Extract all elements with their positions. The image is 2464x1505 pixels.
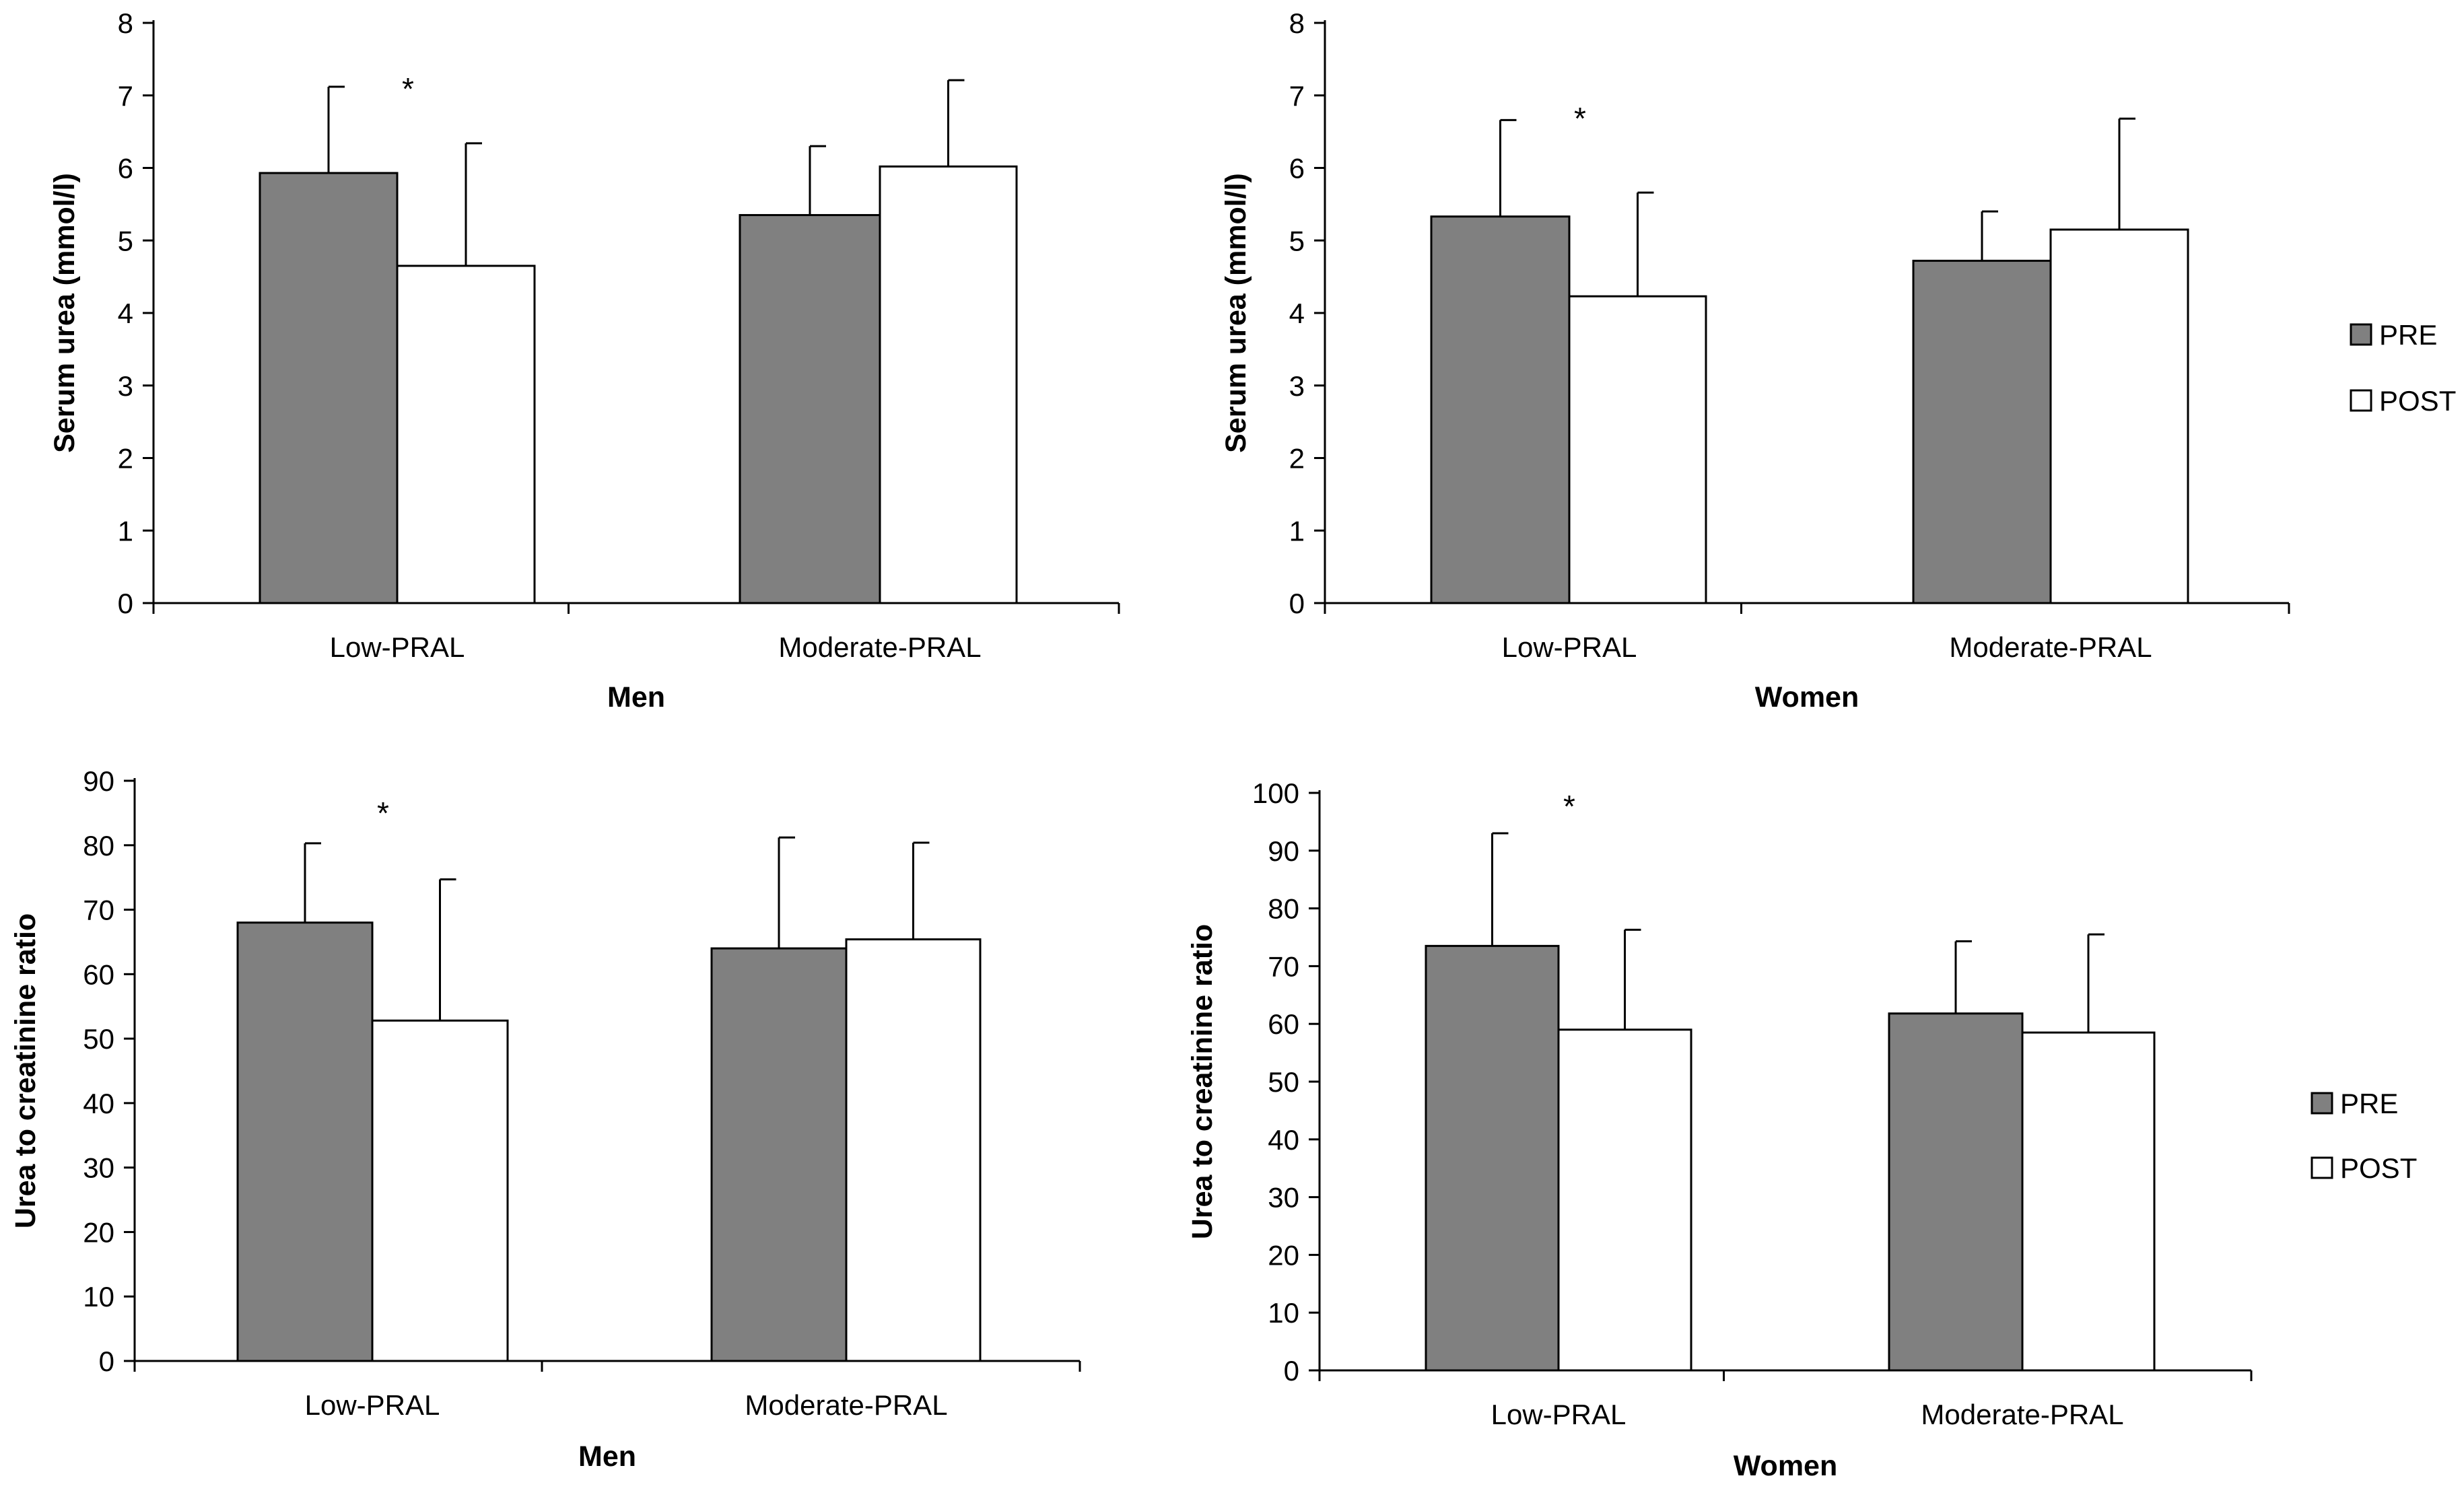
y-tick-label: 8 (118, 7, 133, 39)
legend-label-pre: PRE (2340, 1088, 2398, 1119)
y-tick-label: 40 (83, 1088, 114, 1119)
y-tick-label: 70 (83, 895, 114, 926)
y-tick-label: 1 (1289, 515, 1305, 547)
y-tick-label: 50 (1268, 1066, 1299, 1098)
x-category-label: Moderate-PRAL (745, 1389, 947, 1421)
y-tick-label: 0 (1284, 1355, 1299, 1387)
x-category-label: Low-PRAL (330, 631, 465, 663)
bar-pre-low-pral (259, 172, 399, 604)
x-category-label: Low-PRAL (1491, 1399, 1627, 1430)
y-tick-label: 4 (1289, 298, 1305, 329)
bar-post-low-pral (371, 1019, 509, 1362)
bar-pre-moderate-pral (1912, 259, 2052, 604)
y-tick-label: 3 (118, 370, 133, 402)
y-axis-title: Serum urea (mmol/l) (1220, 173, 1252, 453)
legend-swatch-pre (2311, 1092, 2333, 1115)
bar-post-moderate-pral (879, 165, 1018, 604)
y-tick-label: 20 (83, 1216, 114, 1248)
y-axis-title: Urea to creatinine ratio (9, 913, 42, 1228)
y-tick-label: 80 (83, 830, 114, 862)
bar-pre-moderate-pral (739, 214, 881, 604)
y-tick-label: 50 (83, 1023, 114, 1055)
legend-label-pre: PRE (2379, 319, 2437, 351)
y-tick-label: 100 (1252, 777, 1299, 809)
y-tick-label: 0 (99, 1345, 114, 1377)
chart-panel-3: 0 10 20 30 40 50 60 70 80 90 Low-PRAL Moderate-PRAL… (9, 765, 1081, 1473)
y-tick-label: 2 (1289, 443, 1305, 475)
legend-label-post: POST (2340, 1152, 2417, 1184)
legend: PRE POST (2311, 1088, 2417, 1184)
x-category-label: Low-PRAL (1502, 631, 1637, 663)
bar-pre-low-pral (1430, 215, 1571, 604)
legend: PRE POST (2350, 319, 2456, 417)
chart-panel-2: 0 1 2 3 4 5 6 7 8 Low-PRAL Moderate-PRAL Women Serum… (1220, 7, 2456, 713)
y-tick-label: 90 (83, 765, 114, 797)
y-tick-label: 30 (1268, 1182, 1299, 1214)
y-axis-title: Serum urea (mmol/l) (48, 173, 81, 453)
bar-pre-moderate-pral (1888, 1012, 2024, 1372)
bar-pre-low-pral (1425, 944, 1560, 1372)
y-tick-label: 80 (1268, 893, 1299, 925)
x-axis-title: Men (607, 681, 665, 713)
y-tick-label: 10 (1268, 1297, 1299, 1329)
significance-marker: * (402, 71, 414, 106)
y-tick-label: 20 (1268, 1239, 1299, 1271)
y-tick-label: 6 (1289, 153, 1305, 184)
bar-pre-low-pral (236, 921, 374, 1362)
x-axis-title: Women (1734, 1450, 1838, 1482)
y-tick-label: 70 (1268, 950, 1299, 982)
significance-marker: * (377, 796, 389, 831)
y-tick-label: 4 (118, 298, 133, 329)
bar-post-low-pral (396, 265, 536, 604)
y-tick-label: 0 (1289, 588, 1305, 619)
y-tick-label: 40 (1268, 1124, 1299, 1156)
y-tick-label: 8 (1289, 7, 1305, 39)
bar-post-moderate-pral (2049, 228, 2189, 604)
chart-panel-1: 0 1 2 3 4 5 6 7 8 Low-PRAL Moderate-PRAL Men Serum u… (48, 7, 1120, 713)
y-tick-label: 1 (118, 515, 133, 547)
x-axis-title: Men (578, 1440, 636, 1473)
y-tick-label: 7 (118, 80, 133, 112)
y-tick-label: 6 (118, 153, 133, 184)
x-category-label: Low-PRAL (305, 1389, 440, 1421)
y-tick-label: 10 (83, 1281, 114, 1312)
bar-post-low-pral (1568, 295, 1707, 604)
y-tick-label: 5 (1289, 225, 1305, 256)
x-category-label: Moderate-PRAL (1921, 1399, 2123, 1430)
y-tick-label: 60 (1268, 1008, 1299, 1040)
y-tick-label: 2 (118, 443, 133, 475)
bar-pre-moderate-pral (710, 947, 848, 1362)
chart-panel-4: 0 10 20 30 40 50 60 70 80 90 100 Low-PRAL Moderate-P… (1186, 777, 2417, 1482)
y-tick-label: 30 (83, 1152, 114, 1184)
legend-swatch-post (2311, 1156, 2333, 1179)
significance-marker: * (1574, 101, 1586, 136)
x-axis-title: Women (1755, 681, 1859, 713)
x-category-label: Moderate-PRAL (1949, 631, 2152, 663)
y-tick-label: 60 (83, 958, 114, 990)
y-tick-label: 3 (1289, 370, 1305, 402)
bar-post-moderate-pral (2021, 1031, 2156, 1372)
legend-swatch-post (2350, 389, 2372, 412)
x-category-label: Moderate-PRAL (778, 631, 981, 663)
y-tick-label: 7 (1289, 80, 1305, 112)
bar-post-moderate-pral (845, 938, 982, 1362)
y-tick-label: 0 (118, 588, 133, 619)
y-tick-label: 5 (118, 225, 133, 256)
y-tick-label: 90 (1268, 835, 1299, 867)
bar-post-low-pral (1557, 1028, 1692, 1372)
legend-label-post: POST (2379, 385, 2456, 417)
y-axis-title: Urea to creatinine ratio (1186, 924, 1219, 1239)
legend-swatch-pre (2350, 323, 2372, 346)
significance-marker: * (1563, 789, 1575, 824)
